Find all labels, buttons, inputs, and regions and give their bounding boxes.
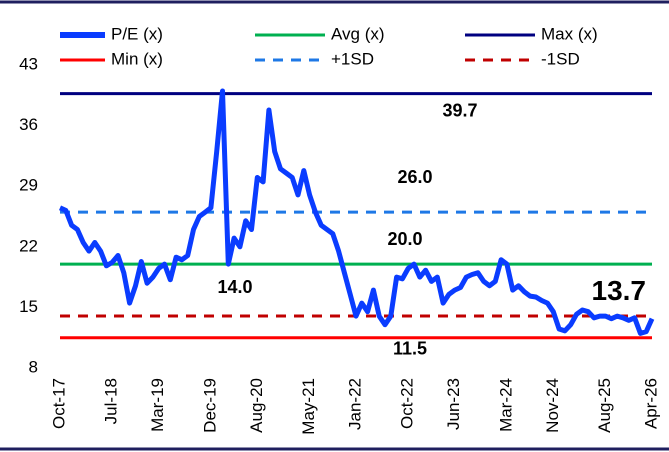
x-tick-label: Oct-17 <box>49 378 68 429</box>
x-tick-label: Mar-19 <box>148 378 167 432</box>
x-tick-label: May-21 <box>299 378 318 435</box>
y-tick-label: 15 <box>19 297 38 316</box>
legend-label: Max (x) <box>541 24 598 43</box>
legend-label: -1SD <box>541 49 580 68</box>
x-tick-label: Apr-26 <box>641 378 660 429</box>
x-tick-label: Jul-18 <box>102 378 121 424</box>
y-tick-label: 43 <box>19 54 38 73</box>
x-tick-label: Jun-23 <box>444 378 463 430</box>
reference-label: 26.0 <box>397 167 432 187</box>
legend-label: +1SD <box>331 49 374 68</box>
x-tick-label: Aug-20 <box>247 378 266 433</box>
y-tick-label: 8 <box>29 357 38 376</box>
reference-label: 39.7 <box>442 100 477 120</box>
last-value-label: 13.7 <box>592 275 647 306</box>
legend-label: P/E (x) <box>111 24 163 43</box>
x-tick-label: Jan-22 <box>345 378 364 430</box>
reference-label: 14.0 <box>217 277 252 297</box>
series-line <box>58 88 655 336</box>
x-tick-label: Aug-25 <box>595 378 614 433</box>
legend-label: Avg (x) <box>331 24 385 43</box>
x-tick-label: Mar-24 <box>496 378 515 432</box>
y-tick-label: 22 <box>19 236 38 255</box>
y-tick-label: 36 <box>19 115 38 134</box>
x-tick-label: Oct-22 <box>398 378 417 429</box>
y-tick-label: 29 <box>19 176 38 195</box>
x-tick-label: Nov-24 <box>543 378 562 433</box>
legend-label: Min (x) <box>111 49 163 68</box>
reference-label: 20.0 <box>387 229 422 249</box>
x-tick-label: Dec-19 <box>200 378 219 433</box>
reference-label: 11.5 <box>393 338 427 358</box>
